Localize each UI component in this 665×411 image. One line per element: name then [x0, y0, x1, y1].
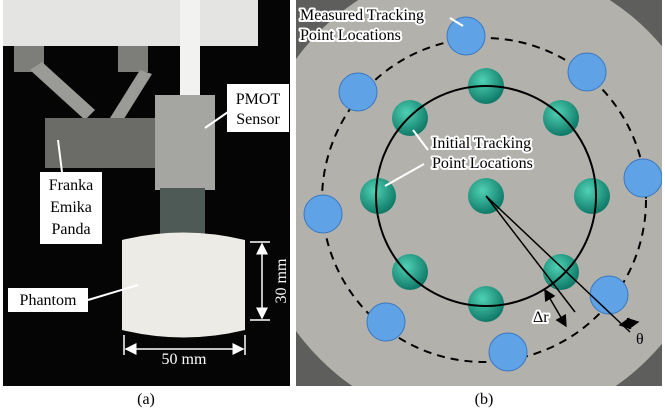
tracking-point [543, 254, 579, 290]
theta: θ [636, 331, 644, 348]
measured-point [568, 53, 606, 91]
delta-r: Δr [533, 309, 549, 326]
robot-base [3, 0, 258, 46]
pmot-sensor [155, 95, 215, 190]
measured-point [339, 73, 377, 111]
figure: 30 mm 50 mm PMOTSensor FrankaEmikaPanda … [0, 0, 665, 411]
measured-point [590, 276, 628, 314]
measured-point [624, 159, 662, 197]
tracking-point [392, 254, 428, 290]
measured-point [447, 17, 485, 55]
height-dim: 30 mm [273, 258, 290, 303]
gripper-mount [118, 46, 148, 72]
sensor-tip [160, 188, 205, 238]
phantom [122, 233, 245, 338]
phantom-label: Phantom [20, 292, 77, 309]
sensor-cable [180, 0, 200, 100]
tracking-point [574, 178, 610, 214]
caption-b: (b) [475, 391, 494, 408]
tracking-point [468, 286, 504, 322]
width-dim: 50 mm [162, 351, 207, 368]
measured-point [489, 333, 527, 371]
caption-a: (a) [137, 391, 155, 408]
measured-point [304, 195, 342, 233]
measured-point [367, 303, 405, 341]
